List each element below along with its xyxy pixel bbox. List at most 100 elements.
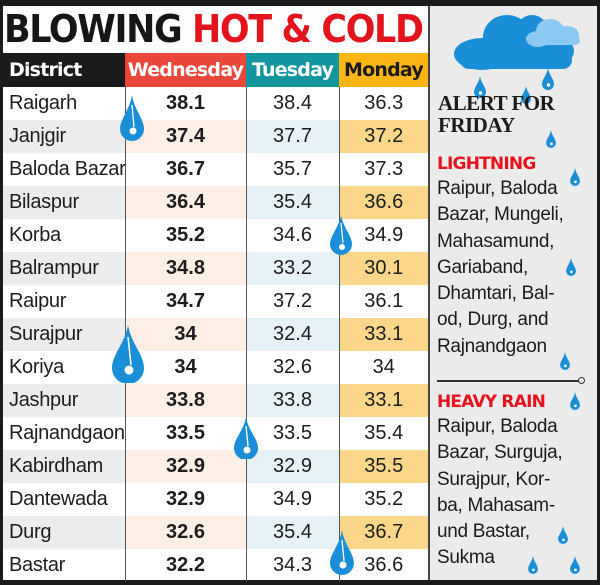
district-cell: Rajnandgaon: [9, 422, 125, 444]
district-cell: Raigarh: [9, 92, 77, 114]
heavy-rain-line: Raipur, Baloda: [437, 416, 558, 437]
rain-cloud-icon: [454, 15, 580, 70]
monday-cell: 37.3: [338, 153, 428, 186]
lightning-line: Bazar, Mungeli,: [437, 204, 564, 226]
wednesday-cell: 32.9: [124, 483, 246, 516]
wednesday-cell: 32.9: [124, 450, 246, 483]
table-row: Baloda Bazar 36.7 35.7 37.3: [3, 153, 428, 186]
raindrop-icon: [521, 86, 531, 104]
district-cell: Durg: [3, 516, 125, 549]
table-row: Raigarh 38.1 38.4 36.3: [3, 87, 428, 120]
heavy-rain-line: und Bastar,: [437, 521, 530, 543]
heavy-rain-line: Bazar, Surguja,: [437, 442, 563, 464]
tuesday-cell: 35.4: [245, 516, 339, 549]
section-divider: [437, 380, 581, 382]
raindrop-icon: [474, 76, 486, 98]
monday-cell: 33.1: [338, 318, 428, 351]
monday-cell: 36.3: [338, 87, 428, 120]
table-row: Surajpur 34 32.4 33.1: [3, 318, 428, 351]
monday-cell: 33.1: [338, 384, 428, 417]
wednesday-cell: 35.2: [124, 219, 246, 252]
table-header-row: District Wednesday Tuesday Monday: [3, 53, 428, 87]
wednesday-cell: 34.7: [124, 285, 246, 318]
monday-cell: 34: [338, 351, 428, 384]
district-cell: Kabirdham: [3, 450, 125, 483]
monday-cell: 35.2: [338, 483, 428, 516]
monday-cell: 35.4: [338, 417, 428, 450]
raindrop-icon: [112, 325, 144, 383]
district-cell: Bastar: [9, 554, 66, 576]
district-cell: Janjgir: [3, 120, 125, 153]
district-cell: Balrampur: [3, 252, 125, 285]
wednesday-cell: 36.7: [124, 153, 246, 186]
lightning-line: Mahasamund,: [437, 230, 555, 252]
heavy-rain-line: Surajpur, Kor-: [437, 468, 551, 490]
heavy-rain-districts: Raipur, Baloda Bazar, Surguja, Surajpur,…: [437, 414, 597, 572]
table-row: Durg 32.6 35.4 36.7: [3, 516, 428, 549]
wednesday-cell: 33.8: [124, 384, 246, 417]
district-cell: Dantewada: [9, 488, 108, 510]
district-cell: Bilaspur: [3, 186, 125, 219]
district-cell: Baloda Bazar: [9, 158, 126, 180]
tuesday-cell: 33.8: [245, 384, 339, 417]
wednesday-cell: 37.4: [124, 120, 246, 153]
tuesday-cell: 37.2: [245, 285, 339, 318]
wednesday-cell: 34.8: [124, 252, 246, 285]
table-row: Dantewada 32.9 34.9 35.2: [3, 483, 428, 516]
tuesday-cell: 35.4: [245, 186, 339, 219]
wednesday-cell: 38.1: [124, 87, 246, 120]
lightning-line: Rajnandgaon: [437, 335, 547, 357]
tuesday-cell: 38.4: [245, 87, 339, 120]
table-row: Rajnandgaon 33.5 33.5 35.4: [3, 417, 428, 450]
table-row: Koriya 34 32.6 34: [3, 351, 428, 384]
wednesday-cell: 34: [124, 351, 246, 384]
monday-cell: 36.1: [338, 285, 428, 318]
tuesday-cell: 33.5: [245, 417, 339, 450]
tuesday-cell: 37.7: [245, 120, 339, 153]
lightning-line: Dhamtari, Bal-: [437, 283, 555, 305]
heavy-rain-line: Sukma: [437, 547, 495, 569]
table-row: Korba 35.2 34.6 34.9: [3, 219, 428, 252]
lightning-line: Raipur, Baloda: [437, 178, 558, 199]
header-monday: Monday: [339, 53, 428, 87]
page-title: BLOWING HOT & COLD: [4, 6, 424, 51]
alert-heading-line-1: ALERT FOR: [438, 91, 555, 115]
lightning-line: Gariaband,: [437, 256, 529, 278]
tuesday-cell: 34.6: [245, 219, 339, 252]
district-cell: Korba: [9, 224, 61, 246]
tuesday-cell: 32.9: [245, 450, 339, 483]
alert-heading-line-2: FRIDAY: [438, 113, 515, 137]
raindrop-icon: [546, 130, 556, 148]
table-row: Jashpur 33.8 33.8 33.1: [3, 384, 428, 417]
raindrop-icon: [120, 95, 144, 141]
tuesday-cell: 34.9: [245, 483, 339, 516]
alert-heading: ALERT FOR FRIDAY: [438, 91, 555, 137]
wednesday-cell: 32.6: [124, 516, 246, 549]
table-row: Balrampur 34.8 33.2 30.1: [3, 252, 428, 285]
monday-cell: 37.2: [338, 120, 428, 153]
friday-alert-panel: ALERT FOR FRIDAY LIGHTNING Raipur, Balod…: [428, 6, 597, 580]
monday-cell: 34.9: [338, 219, 428, 252]
monday-cell: 35.5: [338, 450, 428, 483]
raindrop-icon: [528, 556, 538, 574]
raindrop-icon: [570, 392, 580, 410]
monday-cell: 36.7: [338, 516, 428, 549]
header-wednesday: Wednesday: [125, 53, 246, 87]
raindrop-icon: [330, 215, 352, 255]
raindrop-icon: [330, 530, 354, 575]
raindrop-icon: [234, 417, 258, 459]
tuesday-cell: 32.4: [245, 318, 339, 351]
raindrop-icon: [566, 258, 576, 276]
lightning-heading: LIGHTNING: [437, 154, 536, 174]
wednesday-cell: 32.2: [124, 549, 246, 582]
raindrop-icon: [542, 68, 554, 90]
temperature-table: District Wednesday Tuesday Monday Raigar…: [3, 53, 428, 582]
district-cell: Koriya: [9, 356, 64, 378]
table-row: Bastar 32.2 34.3 36.6: [3, 549, 428, 582]
table-row: Bilaspur 36.4 35.4 36.6: [3, 186, 428, 219]
header-district: District: [3, 53, 125, 87]
raindrop-icon: [560, 352, 570, 370]
tuesday-cell: 34.3: [245, 549, 339, 582]
district-cell: Jashpur: [3, 384, 125, 417]
